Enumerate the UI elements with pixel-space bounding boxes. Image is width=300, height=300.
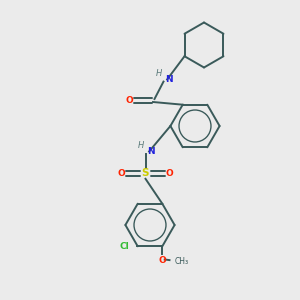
- Text: Cl: Cl: [119, 242, 129, 251]
- Text: N: N: [165, 75, 172, 84]
- Text: O: O: [158, 256, 166, 265]
- Text: O: O: [118, 169, 125, 178]
- Text: N: N: [147, 147, 154, 156]
- Text: O: O: [166, 169, 173, 178]
- Text: CH₃: CH₃: [175, 257, 189, 266]
- Text: H: H: [156, 69, 162, 78]
- Text: O: O: [125, 96, 133, 105]
- Text: S: S: [142, 168, 149, 178]
- Text: H: H: [138, 141, 144, 150]
